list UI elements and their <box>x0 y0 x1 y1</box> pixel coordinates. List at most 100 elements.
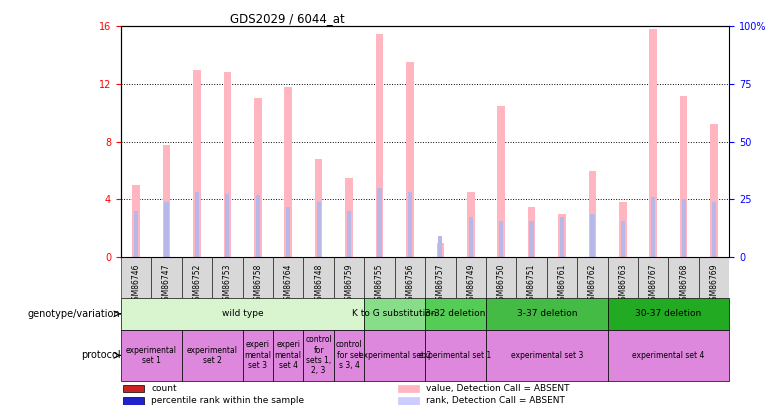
Bar <box>122 385 144 392</box>
Bar <box>530 221 534 257</box>
Text: GSM86759: GSM86759 <box>345 263 353 305</box>
Text: wild type: wild type <box>222 309 264 318</box>
Text: rank, Detection Call = ABSENT: rank, Detection Call = ABSENT <box>427 396 566 405</box>
Bar <box>121 298 364 330</box>
Bar <box>334 330 364 381</box>
Text: GSM86761: GSM86761 <box>558 263 566 305</box>
Bar <box>364 330 425 381</box>
Bar <box>425 298 486 330</box>
Text: GSM86748: GSM86748 <box>314 263 323 305</box>
Text: GSM86757: GSM86757 <box>436 263 445 305</box>
Bar <box>499 221 503 257</box>
Text: experimental set 1: experimental set 1 <box>420 351 491 360</box>
Bar <box>712 202 716 257</box>
Bar <box>621 221 625 257</box>
Bar <box>469 217 473 257</box>
Text: control
for
sets 1,
2, 3: control for sets 1, 2, 3 <box>305 335 332 375</box>
Bar <box>224 72 231 257</box>
Bar <box>406 62 413 257</box>
Bar <box>346 178 353 257</box>
Bar <box>195 192 199 257</box>
Bar <box>317 202 321 257</box>
Text: GSM86746: GSM86746 <box>132 263 140 305</box>
Bar <box>528 207 535 257</box>
Bar <box>680 96 687 257</box>
Text: K to G substitution: K to G substitution <box>353 309 437 318</box>
Bar <box>163 145 170 257</box>
Bar <box>589 171 596 257</box>
Text: experimental set 2: experimental set 2 <box>359 351 431 360</box>
Bar <box>425 330 486 381</box>
Bar <box>254 98 261 257</box>
Bar <box>212 257 243 298</box>
Text: GSM86753: GSM86753 <box>223 263 232 305</box>
Bar <box>151 257 182 298</box>
Text: GSM86758: GSM86758 <box>254 263 262 305</box>
Bar <box>398 397 419 405</box>
Bar <box>256 195 260 257</box>
Bar <box>182 330 243 381</box>
Bar <box>711 124 718 257</box>
Bar <box>608 257 638 298</box>
Bar <box>486 298 608 330</box>
Bar <box>303 257 334 298</box>
Text: GSM86768: GSM86768 <box>679 263 688 305</box>
Bar <box>286 207 290 257</box>
Text: count: count <box>151 384 177 393</box>
Text: GSM86752: GSM86752 <box>193 263 201 305</box>
Bar <box>682 200 686 257</box>
Text: experimental
set 1: experimental set 1 <box>126 346 177 365</box>
Bar <box>376 34 383 257</box>
Bar <box>608 330 729 381</box>
Bar <box>315 159 322 257</box>
Bar <box>558 214 566 257</box>
Text: experimental set 4: experimental set 4 <box>633 351 704 360</box>
Text: 3-32 deletion: 3-32 deletion <box>425 309 486 318</box>
Text: control
for set
s 3, 4: control for set s 3, 4 <box>335 341 363 370</box>
Bar <box>347 211 351 257</box>
Text: protocol: protocol <box>80 350 120 360</box>
Bar <box>590 214 594 257</box>
Bar <box>425 257 456 298</box>
Text: GSM86747: GSM86747 <box>162 263 171 305</box>
Text: percentile rank within the sample: percentile rank within the sample <box>151 396 304 405</box>
Bar <box>243 330 273 381</box>
Bar <box>378 188 381 257</box>
Bar <box>193 70 200 257</box>
Text: GSM86763: GSM86763 <box>619 263 627 305</box>
Bar <box>243 257 273 298</box>
Bar <box>121 330 182 381</box>
Bar <box>395 257 425 298</box>
Bar <box>121 257 151 298</box>
Text: value, Detection Call = ABSENT: value, Detection Call = ABSENT <box>427 384 570 393</box>
Bar <box>516 257 547 298</box>
Bar <box>398 385 419 392</box>
Bar <box>438 236 442 257</box>
Bar <box>651 196 655 257</box>
Text: experi
mental
set 4: experi mental set 4 <box>275 341 302 370</box>
Bar <box>273 257 303 298</box>
Text: genotype/variation: genotype/variation <box>27 309 120 319</box>
Bar <box>486 257 516 298</box>
Text: GSM86755: GSM86755 <box>375 263 384 305</box>
Text: experimental set 3: experimental set 3 <box>511 351 583 360</box>
Bar <box>486 330 608 381</box>
Text: GSM86769: GSM86769 <box>710 263 718 305</box>
Bar <box>650 29 657 257</box>
Text: GSM86767: GSM86767 <box>649 263 658 305</box>
Text: GDS2029 / 6044_at: GDS2029 / 6044_at <box>230 12 346 25</box>
Bar <box>273 330 303 381</box>
Text: GSM86764: GSM86764 <box>284 263 292 305</box>
Bar <box>577 257 608 298</box>
Bar <box>456 257 486 298</box>
Text: experi
mental
set 3: experi mental set 3 <box>244 341 271 370</box>
Bar <box>437 243 444 257</box>
Text: GSM86751: GSM86751 <box>527 263 536 305</box>
Bar <box>182 257 212 298</box>
Bar <box>225 194 229 257</box>
Bar <box>560 217 564 257</box>
Bar <box>498 106 505 257</box>
Bar <box>165 202 168 257</box>
Text: GSM86762: GSM86762 <box>588 263 597 305</box>
Bar <box>699 257 729 298</box>
